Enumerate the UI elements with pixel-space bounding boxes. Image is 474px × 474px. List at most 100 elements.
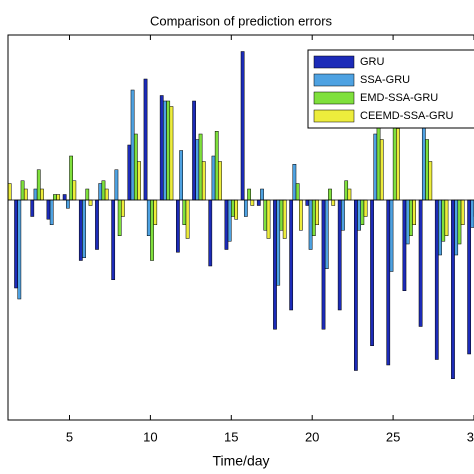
bar	[2, 200, 5, 211]
legend-swatch	[313, 109, 355, 123]
bar	[101, 180, 106, 201]
x-tick-label: 30	[467, 429, 474, 444]
bars	[2, 51, 474, 379]
bar	[169, 106, 174, 201]
chart-title: Comparison of prediction errors	[150, 13, 333, 28]
bar	[56, 194, 61, 201]
bar	[250, 199, 255, 206]
bar	[273, 199, 277, 330]
bar	[137, 161, 141, 201]
bar	[104, 188, 109, 201]
bar	[211, 155, 216, 201]
plot-frame	[7, 34, 474, 421]
bar	[150, 199, 154, 261]
bar	[460, 199, 465, 225]
bar	[467, 199, 472, 355]
bar	[78, 199, 83, 261]
bar	[133, 133, 138, 201]
bar	[98, 183, 103, 201]
bar	[321, 199, 326, 330]
bar	[17, 199, 22, 300]
bar	[289, 199, 294, 311]
bar	[166, 100, 171, 201]
bar	[82, 199, 86, 258]
bar	[163, 100, 167, 201]
bar	[441, 199, 446, 242]
bar	[240, 51, 245, 201]
legend-label: GRU	[360, 56, 385, 68]
bar	[299, 199, 303, 231]
legend-label: CEEMD-SSA-GRU	[360, 110, 454, 122]
bar	[146, 199, 151, 236]
bar	[347, 188, 352, 201]
bar	[389, 199, 394, 272]
bar	[159, 95, 164, 201]
bar	[392, 120, 397, 201]
bar	[62, 194, 67, 201]
bar	[195, 139, 200, 201]
bar	[324, 199, 329, 269]
bar	[95, 199, 99, 250]
bar	[425, 139, 429, 201]
bar	[185, 199, 190, 239]
bar	[218, 161, 222, 201]
bar	[412, 199, 416, 225]
bar	[72, 180, 77, 201]
bar	[247, 188, 251, 201]
bar	[438, 199, 442, 256]
bar	[182, 199, 187, 225]
bar	[23, 188, 28, 201]
bar	[279, 199, 284, 231]
bar	[117, 199, 122, 236]
bar	[66, 199, 70, 209]
bar	[328, 188, 332, 201]
bar	[114, 169, 119, 201]
bar	[192, 100, 196, 201]
bar	[396, 128, 400, 201]
bar	[295, 183, 300, 201]
bar	[40, 188, 44, 201]
legend-swatch	[313, 73, 355, 87]
bar	[46, 199, 51, 220]
x-tick-label: 10	[143, 429, 157, 444]
legend: GRU SSA-GRU EMD-SSA-GRU CEEMD-SSA-GRU	[307, 49, 474, 129]
bar	[231, 199, 235, 217]
bar	[451, 199, 455, 379]
x-tick-label: 15	[224, 429, 238, 444]
bar	[444, 199, 449, 236]
bar	[344, 180, 349, 201]
bar	[121, 199, 125, 217]
legend-label: SSA-GRU	[360, 74, 410, 86]
bar	[363, 199, 368, 217]
bar	[315, 199, 319, 225]
bar	[234, 199, 239, 220]
bar	[311, 199, 316, 236]
bar	[434, 199, 439, 360]
bar	[386, 199, 391, 366]
bar	[179, 150, 183, 201]
bar	[370, 199, 374, 346]
bar	[354, 199, 358, 371]
bar	[428, 161, 433, 201]
bar	[418, 199, 423, 327]
legend-label: EMD-SSA-GRU	[360, 92, 438, 104]
bar	[143, 78, 148, 201]
bar	[14, 199, 18, 289]
bar	[30, 199, 35, 217]
bar	[305, 199, 310, 206]
bar	[308, 199, 313, 250]
bar	[36, 169, 41, 201]
bar	[282, 199, 287, 239]
bar	[201, 161, 206, 201]
bar	[402, 199, 407, 291]
legend-swatch	[313, 91, 355, 105]
bar	[53, 194, 57, 201]
bar	[263, 199, 268, 231]
bar	[69, 155, 73, 201]
bar	[457, 199, 462, 245]
bar	[373, 133, 378, 201]
bar	[198, 133, 203, 201]
bar	[208, 199, 213, 267]
bar	[357, 199, 361, 231]
